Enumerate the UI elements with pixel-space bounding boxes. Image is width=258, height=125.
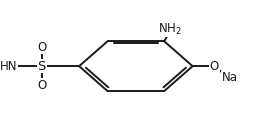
Text: Na: Na	[222, 71, 238, 84]
Text: O: O	[210, 60, 219, 73]
Text: O: O	[37, 41, 46, 54]
Text: S: S	[37, 60, 46, 73]
Text: HN: HN	[0, 60, 18, 73]
Text: NH$_2$: NH$_2$	[158, 22, 182, 37]
Text: O: O	[37, 79, 46, 92]
